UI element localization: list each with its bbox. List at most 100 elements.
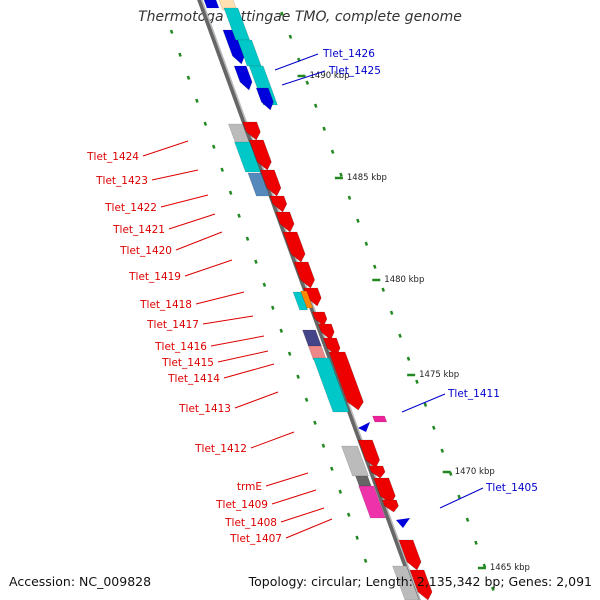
- gene-blue[interactable]: [233, 65, 253, 91]
- gene-red[interactable]: [328, 351, 364, 411]
- gene-label-tlet_1417[interactable]: Tlet_1417: [146, 319, 199, 331]
- label-leader-line: [210, 335, 265, 347]
- kbp-label: 1465 kbp: [490, 563, 530, 573]
- gene-label-tlet_1415[interactable]: Tlet_1415: [161, 357, 214, 369]
- gene-red[interactable]: [242, 121, 261, 141]
- gene-grey[interactable]: [341, 445, 369, 477]
- inner-tick-mark: [346, 512, 351, 517]
- outer-tick-mark: [372, 264, 377, 269]
- inner-tick-mark: [287, 351, 292, 356]
- gene-red[interactable]: [282, 231, 306, 263]
- gene-red[interactable]: [398, 539, 422, 571]
- label-leader-line: [184, 259, 233, 277]
- kbp-label: 1475 kbp: [419, 370, 459, 380]
- gene-label-tlet_1426[interactable]: Tlet_1426: [322, 48, 375, 60]
- gene-label-tlet_1412[interactable]: Tlet_1412: [194, 443, 247, 455]
- inner-tick-mark: [321, 443, 326, 448]
- gene-label-tlet_1414[interactable]: Tlet_1414: [167, 373, 220, 385]
- label-leader-line: [281, 70, 326, 86]
- gene-red[interactable]: [317, 323, 335, 341]
- gene-red[interactable]: [368, 465, 386, 479]
- gene-label-tlet_1405[interactable]: Tlet_1405: [485, 482, 538, 494]
- gene-red[interactable]: [293, 261, 315, 289]
- gene-magenta[interactable]: [358, 485, 386, 519]
- gene-label-tlet_1409[interactable]: Tlet_1409: [215, 499, 268, 511]
- outer-tick-mark: [347, 195, 352, 200]
- label-leader-line: [401, 393, 446, 413]
- gene-label-tlet_1408[interactable]: Tlet_1408: [224, 517, 277, 529]
- inner-tick-mark: [211, 144, 216, 149]
- gene-top-blue[interactable]: [203, 0, 220, 9]
- outer-tick-mark: [322, 126, 326, 131]
- label-leader-line: [250, 431, 295, 449]
- gene-orange[interactable]: [300, 290, 314, 309]
- label-leader-line: [151, 169, 199, 181]
- inner-tick-mark: [313, 420, 317, 425]
- gene-label-tlet_1425[interactable]: Tlet_1425: [328, 65, 381, 77]
- inner-tick-mark: [304, 397, 309, 402]
- label-leader-line: [142, 140, 189, 157]
- gene-label-tlet_1422[interactable]: Tlet_1422: [104, 202, 157, 214]
- gene-label-tlet_1411[interactable]: Tlet_1411: [447, 388, 500, 400]
- gene-blue-reverse[interactable]: [358, 422, 370, 432]
- gene-label-tlet_1413[interactable]: Tlet_1413: [178, 403, 231, 415]
- gene-red[interactable]: [248, 139, 272, 171]
- gene-label-tlet_1423[interactable]: Tlet_1423: [95, 175, 148, 187]
- outer-tick-mark: [423, 402, 428, 407]
- inner-tick-mark: [228, 190, 233, 195]
- inner-tick-mark: [330, 466, 334, 471]
- gene-red[interactable]: [275, 211, 295, 233]
- inner-tick-mark: [363, 558, 368, 563]
- gene-cyan[interactable]: [292, 291, 309, 311]
- gene-steelblue[interactable]: [247, 172, 270, 197]
- gene-label-tlet_1424[interactable]: Tlet_1424: [86, 151, 139, 163]
- label-leader-line: [234, 391, 279, 409]
- outer-tick-mark: [313, 103, 318, 108]
- gene-red[interactable]: [381, 499, 399, 513]
- kbp-label: 1470 kbp: [455, 467, 495, 477]
- gene-label-tlet_1419[interactable]: Tlet_1419: [128, 271, 181, 283]
- outer-tick-mark: [406, 356, 411, 361]
- gene-label-tlet_1418[interactable]: Tlet_1418: [139, 299, 192, 311]
- gene-magenta[interactable]: [372, 415, 388, 423]
- outer-tick-mark: [432, 425, 436, 430]
- gene-red[interactable]: [409, 569, 433, 600]
- label-leader-line: [202, 315, 254, 325]
- inner-tick-mark: [220, 167, 224, 172]
- outer-tick-mark: [305, 80, 310, 85]
- label-leader-line: [175, 231, 223, 251]
- gene-grey[interactable]: [392, 565, 420, 600]
- gene-red[interactable]: [269, 195, 288, 213]
- outer-tick-mark: [330, 149, 335, 154]
- outer-tick-mark: [381, 287, 385, 292]
- label-leader-line: [280, 507, 325, 523]
- label-leader-line: [285, 518, 333, 539]
- gene-blue[interactable]: [255, 87, 274, 111]
- gene-red[interactable]: [311, 311, 328, 327]
- inner-tick-mark: [355, 535, 359, 540]
- gene-label-trme[interactable]: trmE: [237, 481, 262, 493]
- kbp-label: 1480 kbp: [384, 275, 424, 285]
- inner-tick-mark: [245, 236, 250, 241]
- gene-red[interactable]: [259, 169, 282, 197]
- outer-tick-mark: [440, 448, 445, 453]
- map-title: Thermotoga lettingae TMO, complete genom…: [138, 9, 462, 25]
- kbp-label: 1490 kbp: [310, 71, 350, 81]
- gene-cyan[interactable]: [312, 357, 350, 413]
- accession-text: Accession: NC_009828: [9, 574, 152, 589]
- gene-red[interactable]: [357, 439, 380, 469]
- inner-tick-mark: [169, 29, 174, 34]
- gene-label-tlet_1421[interactable]: Tlet_1421: [112, 224, 165, 236]
- outer-tick-mark: [465, 517, 470, 522]
- inner-tick-mark: [254, 259, 258, 264]
- gene-label-tlet_1407[interactable]: Tlet_1407: [229, 533, 282, 545]
- gene-label-tlet_1416[interactable]: Tlet_1416: [154, 341, 207, 353]
- gene-blue-reverse[interactable]: [396, 518, 410, 528]
- inner-tick-mark: [203, 121, 208, 126]
- outer-tick-mark: [280, 11, 284, 16]
- outer-tick-mark: [474, 540, 478, 545]
- gene-label-tlet_1420[interactable]: Tlet_1420: [119, 245, 172, 257]
- gene-darkgrey[interactable]: [355, 475, 372, 487]
- gene-cyan[interactable]: [234, 141, 261, 173]
